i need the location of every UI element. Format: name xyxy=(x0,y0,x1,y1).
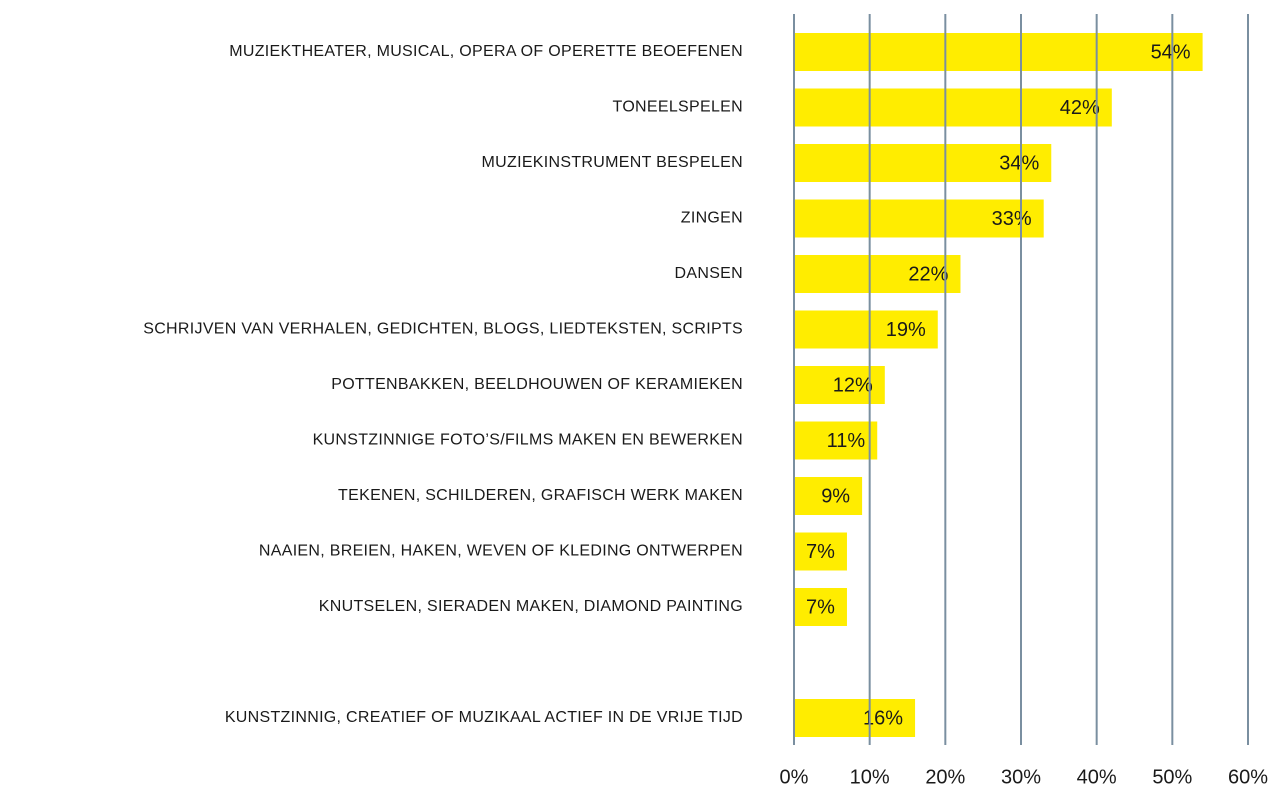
value-label: 7% xyxy=(806,596,835,618)
bar xyxy=(794,144,1052,182)
value-label: 12% xyxy=(833,374,873,396)
x-tick-label: 10% xyxy=(850,766,890,788)
value-label: 9% xyxy=(821,485,850,507)
bar xyxy=(794,310,938,349)
category-label: KNUTSELEN, SIERADEN MAKEN, DIAMOND PAINT… xyxy=(319,598,743,615)
category-label: DANSEN xyxy=(675,265,743,282)
x-tick-label: 0% xyxy=(780,766,809,788)
value-label: 16% xyxy=(863,707,903,729)
category-label: MUZIEKTHEATER, MUSICAL, OPERA OF OPERETT… xyxy=(229,43,743,60)
bar xyxy=(794,88,1112,127)
x-tick-label: 40% xyxy=(1077,766,1117,788)
category-label: POTTENBAKKEN, BEELDHOUWEN OF KERAMIEKEN xyxy=(331,376,743,393)
value-label: 11% xyxy=(827,430,866,452)
bar xyxy=(794,477,863,515)
bar xyxy=(794,255,961,293)
value-label: 22% xyxy=(908,263,948,285)
category-label: NAAIEN, BREIEN, HAKEN, WEVEN OF KLEDING … xyxy=(259,543,743,560)
x-tick-label: 60% xyxy=(1228,766,1268,788)
bar xyxy=(794,588,847,626)
bar xyxy=(794,532,847,571)
category-label: TONEELSPELEN xyxy=(613,99,743,116)
x-tick-label: 20% xyxy=(925,766,965,788)
category-label: SCHRIJVEN VAN VERHALEN, GEDICHTEN, BLOGS… xyxy=(143,321,743,338)
value-label: 33% xyxy=(992,208,1032,230)
value-label: 7% xyxy=(806,541,835,563)
value-label: 34% xyxy=(999,152,1039,174)
bar xyxy=(794,421,878,460)
bar xyxy=(794,699,916,737)
bar xyxy=(794,33,1203,71)
bar xyxy=(794,199,1044,238)
x-tick-label: 50% xyxy=(1152,766,1192,788)
category-label: KUNSTZINNIGE FOTO’S/FILMS MAKEN EN BEWER… xyxy=(313,432,743,449)
category-label: TEKENEN, SCHILDEREN, GRAFISCH WERK MAKEN xyxy=(338,487,743,504)
value-label: 54% xyxy=(1151,41,1191,63)
category-label: ZINGEN xyxy=(681,210,743,227)
x-tick-label: 30% xyxy=(1001,766,1041,788)
value-label: 19% xyxy=(886,319,926,341)
category-label: MUZIEKINSTRUMENT BESPELEN xyxy=(482,154,743,171)
value-label: 42% xyxy=(1060,97,1100,119)
category-label: KUNSTZINNIG, CREATIEF OF MUZIKAAL ACTIEF… xyxy=(225,709,743,726)
